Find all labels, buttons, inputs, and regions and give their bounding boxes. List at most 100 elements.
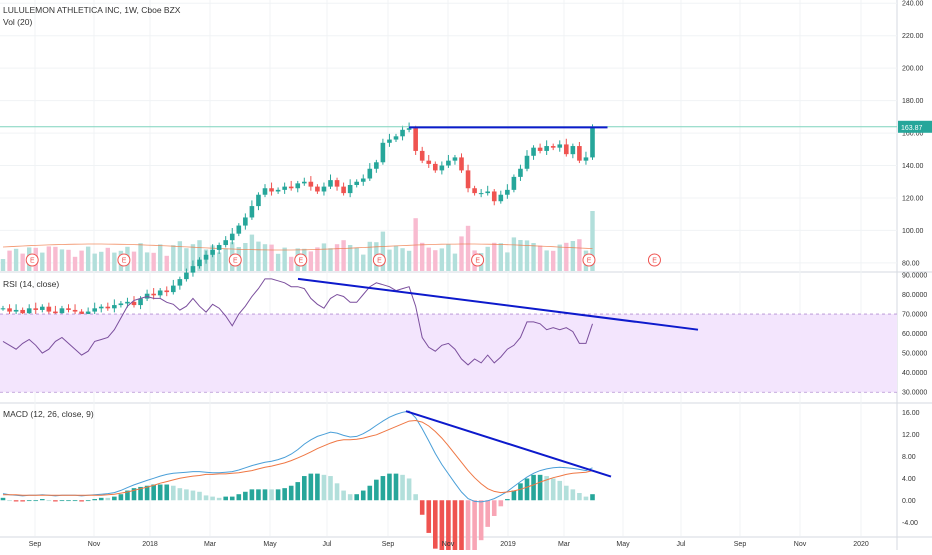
earnings-marker-label: E [475,258,480,265]
volume-bar [46,246,52,271]
x-tick-label: May [263,541,277,548]
candle-body [33,308,39,310]
volume-bar [433,250,438,271]
earnings-marker [647,253,661,267]
volume-bar [347,245,353,271]
last-price-label: 163.87 [901,125,923,132]
rsi-trendline [297,277,699,331]
candle-body [151,293,156,296]
macd-histogram-bar [210,496,215,501]
rsi-tick-label: 30.0000 [902,390,927,397]
candle-body [570,146,576,155]
price-tick-label: 200.00 [902,66,924,73]
macd-histogram-bar [419,500,425,515]
volume-bar [328,248,333,271]
earnings-marker [294,253,308,267]
candle-body [347,184,353,194]
candle-body [446,160,451,166]
macd-histogram-bar [164,484,170,501]
candle-body [236,225,242,234]
macd-histogram-bar [59,500,65,502]
candle-body [426,160,432,164]
volume-bar [511,237,517,271]
candle-body [302,181,307,184]
volume-bar [66,249,71,271]
candle-body [439,165,445,171]
volume-bar [393,245,399,271]
macd-histogram-bar [550,478,556,501]
earnings-marker-label: E [299,258,304,265]
volume-bar [190,244,196,271]
volume-bar [275,253,281,271]
volume-bar [570,241,576,271]
macd-histogram-bar [295,482,301,501]
macd-histogram-bar [315,473,320,501]
volume-bar [40,252,45,271]
earnings-marker [25,253,39,267]
macd-trendline [405,410,612,478]
macd-histogram-bar [354,494,359,501]
macd-histogram-bar [478,500,484,541]
candle-body [505,189,510,195]
candle-body [367,168,373,179]
macd-histogram-bar [92,499,97,501]
macd-tick-label: 4.00 [902,476,916,483]
candle-body [315,186,320,192]
candle-body [229,233,235,241]
candle-body [583,157,589,161]
candle-body [550,146,556,148]
macd-histogram-bar [570,489,576,501]
volume-bar [0,259,6,271]
candle-body [537,147,543,151]
volume-bar [105,247,110,271]
macd-histogram-bar [524,478,530,501]
candle-body [321,186,327,192]
volume-bar [485,246,490,271]
volume-bar [131,251,137,271]
macd-histogram-bar [531,474,536,501]
volume-bar [184,248,189,271]
macd-histogram-bar [53,500,58,502]
price-tick-label: 180.00 [902,98,924,105]
macd-histogram-bar [590,494,595,501]
rsi-tick-label: 80.0000 [902,292,927,299]
macd-histogram-bar [177,488,183,501]
volume-bar [380,231,386,271]
candle-body [334,180,340,187]
macd-histogram-bar [498,500,504,507]
volume-bar [420,242,425,271]
macd-histogram-bar [439,500,445,555]
candle-body [256,194,261,207]
earnings-marker [582,253,596,267]
candle-body [465,170,471,189]
volume-bar [171,245,176,271]
candle-body [406,128,412,130]
macd-histogram-bar [282,488,287,501]
macd-tick-label: 0.00 [902,498,916,505]
candle-body [26,308,32,314]
volume-bar [551,250,556,271]
macd-histogram-bar [203,495,209,501]
last-price-badge [898,120,932,133]
macd-histogram-bar [26,500,32,502]
volume-bar [459,236,464,271]
macd-histogram-bar [118,494,124,501]
candle-body [491,191,497,202]
price-tick-label: 120.00 [902,195,924,202]
macd-histogram-bar [223,496,228,501]
rsi-tick-label: 50.0000 [902,351,927,358]
candle-body [105,306,111,309]
candle-body [98,306,104,309]
candle-body [518,168,523,177]
volume-bar [524,240,530,271]
candle-body [590,126,595,158]
candle-body [190,266,196,273]
macd-tick-label: -4.00 [902,520,918,527]
macd-histogram-bar [262,489,268,501]
candle-body [452,157,458,161]
price-tick-label: 160.00 [902,131,924,138]
candle-body [413,128,418,151]
volume-bar [216,252,222,271]
